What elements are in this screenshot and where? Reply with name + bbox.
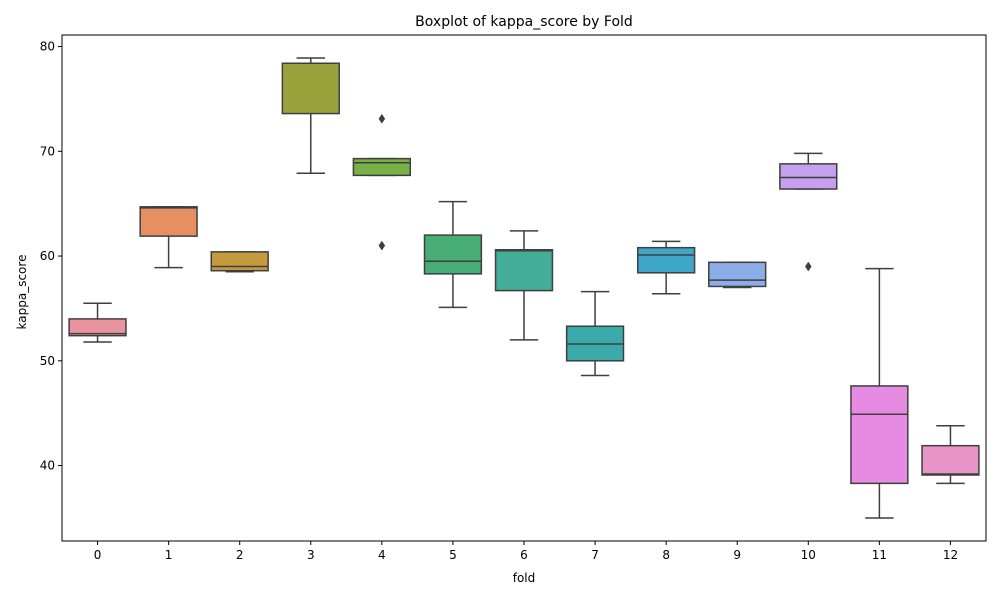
box-fold-6 bbox=[494, 249, 554, 292]
plot-frame bbox=[61, 34, 987, 542]
x-tick-label: 1 bbox=[165, 548, 173, 562]
x-tick-label: 4 bbox=[378, 548, 386, 562]
box-fold-9 bbox=[708, 261, 767, 288]
box-fold-2 bbox=[210, 251, 269, 272]
outlier-point bbox=[805, 261, 812, 272]
y-axis-label: kappa_score bbox=[15, 255, 29, 330]
box-fold-0 bbox=[68, 318, 127, 337]
box-fold-12 bbox=[921, 444, 980, 476]
y-tick-label: 50 bbox=[40, 354, 55, 368]
box-fold-8 bbox=[636, 246, 696, 274]
x-tick-label: 12 bbox=[943, 548, 958, 562]
box-fold-5 bbox=[423, 234, 483, 275]
outlier-point bbox=[378, 240, 386, 251]
box-fold-1 bbox=[139, 206, 198, 237]
y-tick-label: 70 bbox=[40, 144, 55, 158]
y-tick-label: 40 bbox=[40, 459, 55, 473]
y-tick-label: 80 bbox=[40, 40, 55, 54]
box-fold-11 bbox=[850, 385, 909, 485]
box-fold-4 bbox=[352, 157, 412, 177]
box-fold-3 bbox=[281, 62, 340, 115]
x-tick-label: 9 bbox=[733, 548, 741, 562]
x-tick-label: 3 bbox=[307, 548, 315, 562]
x-axis-label: fold bbox=[513, 571, 536, 585]
outlier-point bbox=[378, 113, 386, 124]
x-tick-label: 2 bbox=[236, 548, 244, 562]
x-tick-label: 5 bbox=[449, 548, 457, 562]
x-tick-label: 0 bbox=[94, 548, 102, 562]
chart-title: Boxplot of kappa_score by Fold bbox=[415, 14, 633, 30]
x-tick-label: 10 bbox=[801, 548, 816, 562]
x-tick-label: 8 bbox=[662, 548, 670, 562]
x-tick-label: 6 bbox=[520, 548, 528, 562]
x-tick-label: 7 bbox=[591, 548, 599, 562]
x-tick-label: 11 bbox=[872, 548, 887, 562]
y-tick-label: 60 bbox=[40, 249, 55, 263]
box-fold-10 bbox=[779, 163, 838, 190]
